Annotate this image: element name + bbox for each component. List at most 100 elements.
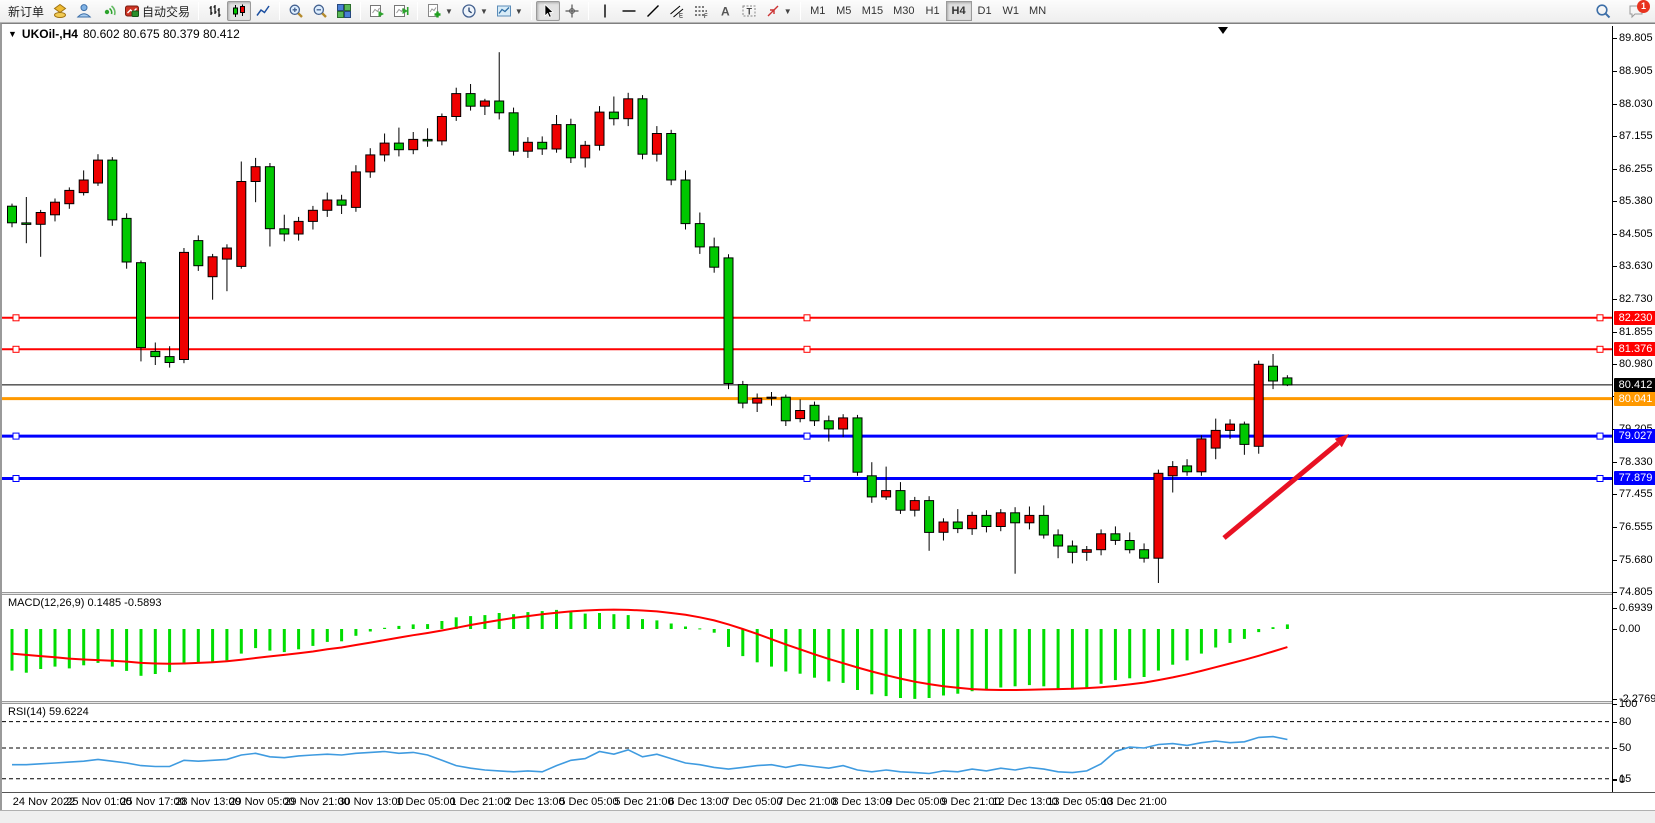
macd-histogram-bar	[984, 629, 988, 690]
line-handle[interactable]	[803, 314, 811, 322]
candle-body-down	[336, 199, 347, 206]
zoom-out-button[interactable]	[308, 1, 332, 21]
crosshair-button[interactable]	[560, 1, 584, 21]
candlestick-chart-button[interactable]	[227, 1, 252, 21]
candle-body-up	[250, 166, 261, 182]
axis-tick-mark	[1613, 704, 1617, 705]
arrows-button[interactable]: ▼	[761, 1, 796, 21]
macd-histogram-bar	[211, 629, 215, 663]
time-tick-label: 5 Dec 05:00	[559, 796, 619, 808]
candle-body-down	[264, 166, 275, 230]
candle-body-up	[1096, 533, 1107, 551]
line-handle[interactable]	[12, 475, 20, 482]
text-label-button[interactable]: T	[737, 1, 761, 21]
macd-histogram-bar	[1142, 629, 1146, 677]
axis-tick-mark	[1613, 722, 1617, 723]
candle-body-down	[1067, 545, 1078, 553]
macd-histogram-bar	[182, 629, 186, 665]
timeframe-m15-button[interactable]: M15	[861, 5, 884, 17]
line-handle[interactable]	[1596, 345, 1604, 353]
macd-histogram-bar	[1242, 629, 1246, 639]
trendline-button[interactable]	[641, 1, 665, 21]
symbol-dropdown-icon[interactable]: ▼	[8, 29, 17, 39]
bars-chart-button[interactable]	[203, 1, 227, 21]
candle-body-up	[623, 98, 634, 120]
timeframe-h4-button[interactable]: H4	[945, 1, 972, 21]
chart-window[interactable]: ▼ UKOil-,H4 80.602 80.675 80.379 80.412 …	[0, 23, 1655, 811]
auto-scroll-button[interactable]	[365, 1, 389, 21]
timeframe-m5-button[interactable]: M5	[836, 5, 852, 17]
arrow-annotation[interactable]	[1222, 441, 1340, 540]
text-button[interactable]: A	[713, 1, 737, 21]
price-tick-label: 85.380	[1619, 195, 1653, 207]
candle-body-up	[1081, 549, 1092, 553]
cursor-button[interactable]	[535, 1, 560, 21]
toolbar-separator	[198, 2, 200, 20]
chart-shift-marker[interactable]	[1218, 27, 1228, 34]
line-handle[interactable]	[1596, 314, 1604, 322]
periodicity-button[interactable]: ▼	[457, 1, 492, 21]
timeframe-m30-button[interactable]: M30	[893, 5, 915, 17]
line-chart-button[interactable]	[251, 1, 275, 21]
price-axis[interactable]: 89.805 88.905 88.030 87.155 86.255 85.380 84.5…	[1612, 26, 1655, 792]
line-handle[interactable]	[1596, 475, 1604, 482]
fibonacci-button[interactable]: F	[689, 1, 713, 21]
candle-body-up	[365, 154, 376, 173]
line-handle[interactable]	[803, 475, 811, 482]
macd-histogram-bar	[569, 612, 573, 629]
toolbar-separator	[587, 2, 589, 20]
chart-shift-button[interactable]	[389, 1, 413, 21]
horizontal-line-button[interactable]	[617, 1, 641, 21]
timeframe-w1-button[interactable]: W1	[1002, 5, 1020, 17]
line-handle[interactable]	[1596, 432, 1604, 440]
contact-button[interactable]	[72, 1, 96, 21]
timeframe-h1-button[interactable]: H1	[925, 5, 940, 17]
rsi-pane[interactable]	[2, 704, 1612, 792]
line-handle[interactable]	[12, 432, 20, 440]
pane-separator-rsi[interactable]	[2, 701, 1655, 704]
macd-pane[interactable]	[2, 595, 1612, 701]
line-handle[interactable]	[803, 345, 811, 353]
cursor-icon	[540, 3, 556, 19]
new-chart-button[interactable]: ▼	[422, 1, 457, 21]
tile-windows-button[interactable]	[332, 1, 356, 21]
macd-histogram-bar	[96, 629, 100, 663]
pane-separator-macd[interactable]	[2, 592, 1655, 595]
auto-trading-button[interactable]: 自动交易	[120, 1, 194, 21]
broadcast-button[interactable]	[96, 1, 120, 21]
macd-histogram-bar	[583, 613, 587, 629]
macd-histogram-bar	[512, 614, 516, 629]
axis-tick-mark	[1613, 364, 1617, 365]
zoom-in-button[interactable]	[284, 1, 308, 21]
timeframe-mn-button[interactable]: MN	[1029, 5, 1047, 17]
macd-histogram-bar	[770, 629, 773, 667]
equidistant-channel-button[interactable]: E	[665, 1, 689, 21]
macd-histogram-bar	[426, 624, 430, 629]
axis-tick-mark	[1613, 779, 1617, 780]
search-button[interactable]	[1591, 1, 1615, 21]
auto-trading-icon	[124, 3, 140, 19]
macd-histogram-bar	[1113, 629, 1117, 681]
macd-histogram-bar	[311, 629, 315, 646]
notifications-button[interactable]: 1	[1623, 0, 1650, 21]
line-handle[interactable]	[12, 345, 20, 353]
candle-body-down	[709, 246, 720, 268]
line-handle[interactable]	[803, 432, 811, 440]
new-order-button[interactable]: 新订单	[4, 1, 48, 21]
timeframe-m1-button[interactable]: M1	[810, 5, 826, 17]
chevron-down-icon: ▼	[445, 6, 453, 16]
timeframe-d1-button[interactable]: D1	[977, 5, 992, 17]
time-axis[interactable]: 24 Nov 2022 25 Nov 01:00 25 Nov 17:00 28 No…	[2, 792, 1655, 811]
macd-histogram-bar	[526, 612, 530, 629]
macd-histogram-bar	[555, 609, 558, 629]
vertical-line-button[interactable]	[593, 1, 617, 21]
main-chart-pane[interactable]	[2, 26, 1612, 592]
candle-body-up	[1024, 514, 1035, 524]
axis-tick-mark	[1613, 234, 1617, 235]
chevron-down-icon: ▼	[479, 6, 488, 16]
time-tick-label: 6 Dec 13:00	[668, 796, 728, 808]
line-handle[interactable]	[12, 314, 20, 322]
candle-body-down	[7, 205, 17, 224]
templates-button[interactable]: ▼	[492, 1, 527, 21]
gold-button[interactable]	[48, 1, 72, 21]
